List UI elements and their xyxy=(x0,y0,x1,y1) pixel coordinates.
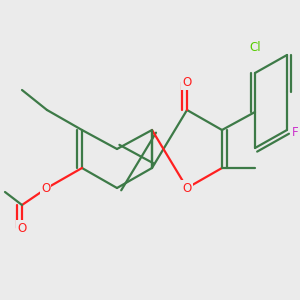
Text: Cl: Cl xyxy=(249,40,261,53)
Text: F: F xyxy=(292,127,298,140)
Text: O: O xyxy=(17,221,27,235)
Text: O: O xyxy=(182,76,192,88)
Text: O: O xyxy=(182,182,192,194)
Text: O: O xyxy=(41,182,50,194)
